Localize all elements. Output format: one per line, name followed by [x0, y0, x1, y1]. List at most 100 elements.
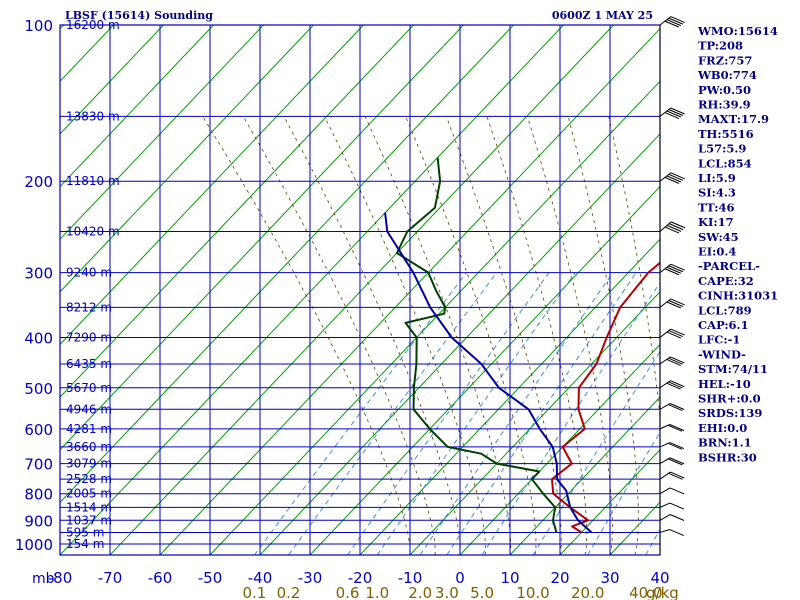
height-label: 154 m	[66, 537, 104, 551]
isotherm-line	[60, 25, 364, 346]
pressure-tick-label: 1000	[15, 536, 53, 554]
wind-barb-flag	[670, 16, 685, 24]
mixing-ratio-line	[347, 272, 550, 555]
wind-barb-flag	[666, 175, 682, 183]
isotherm-line	[409, 291, 660, 555]
dewpoint-line	[395, 157, 558, 533]
wind-barb-flag	[666, 266, 682, 274]
index-value: EHI:0.0	[698, 421, 747, 435]
height-label: 3660 m	[66, 440, 112, 454]
wind-barb-flag	[670, 380, 685, 388]
pressure-tick-label: 300	[24, 265, 53, 283]
height-label: 1514 m	[66, 500, 112, 514]
profile-lines	[384, 157, 660, 534]
height-label: 13830 m	[66, 109, 120, 123]
wind-barb	[659, 529, 670, 533]
wind-barb-flag	[669, 403, 685, 410]
chart-title: LBSF (15614) Sounding	[65, 9, 213, 22]
index-value: LCL:854	[698, 156, 752, 170]
mixing-ratio-line	[446, 272, 637, 555]
temperature-line	[551, 261, 660, 534]
wind-barb-flag	[670, 298, 685, 306]
wind-barb-flag	[666, 110, 682, 118]
isotherm-line	[60, 25, 564, 555]
index-value: TP:208	[698, 39, 743, 53]
height-label: 10420 m	[66, 225, 120, 239]
isotherm-line	[159, 27, 660, 555]
isotherm-line	[60, 25, 264, 240]
temperature-tick-label: -60	[148, 569, 173, 587]
wind-barb	[659, 487, 671, 495]
index-value: HEL:-10	[698, 377, 751, 391]
wind-barb-flag	[664, 20, 680, 28]
mixing-ratio-tick-label: 20.0	[571, 584, 604, 600]
wind-barbs	[659, 16, 686, 555]
index-value: LCL:789	[698, 303, 752, 317]
mixing-ratio-line	[481, 281, 660, 555]
wind-barb-flag	[668, 330, 683, 338]
index-value: KI:17	[698, 215, 734, 229]
wind-barb-flag	[666, 19, 682, 27]
wind-barb-flag	[668, 109, 683, 116]
wind-barb	[659, 514, 671, 521]
index-value: STM:74/11	[698, 362, 768, 376]
index-value: WB0:774	[697, 68, 757, 82]
isotherm-line	[60, 25, 514, 504]
pressure-tick-label: 400	[24, 329, 53, 347]
wind-barb-flag	[668, 223, 684, 231]
wind-barb-flag	[664, 176, 680, 184]
wind-barb-flag	[669, 442, 685, 450]
pressure-tick-label: 500	[24, 380, 53, 398]
wind-barb-flag	[668, 173, 683, 181]
mixing-ratio-line	[419, 272, 614, 555]
wind-barb-flag	[668, 404, 683, 411]
wind-barb-flag	[666, 359, 681, 366]
index-value: CAP:6.1	[698, 318, 749, 332]
temperature-tick-label: 30	[600, 569, 619, 587]
mixing-ratio-line	[288, 272, 498, 555]
index-value: LI:5.9	[698, 171, 736, 185]
temperature-tick-label: -10	[398, 569, 423, 587]
mixing-ratio-tick-label: 10.0	[516, 584, 549, 600]
isotherm-line	[459, 343, 660, 555]
index-value: MAXT:17.9	[698, 112, 769, 126]
wind-barb-flag	[667, 442, 683, 450]
wind-barb-flag	[668, 265, 683, 273]
height-label: 16200 m	[66, 18, 120, 32]
mixing-ratio-tick-label: 0.6	[336, 584, 360, 600]
wind-barb-flag	[669, 529, 684, 536]
wind-barb-flag	[669, 424, 685, 431]
pressure-tick-label: 900	[24, 512, 53, 530]
index-value: -PARCEL-	[698, 259, 760, 273]
wind-barb-flag	[670, 356, 685, 364]
temperature-tick-label: 20	[550, 569, 569, 587]
index-value: SI:4.3	[698, 186, 736, 200]
mixing-ratio-tick-label: 5.0	[470, 584, 494, 600]
index-panel: WMO:15614TP:208FRZ:757WB0:774PW:0.50RH:3…	[697, 24, 778, 464]
index-value: CAPE:32	[698, 274, 754, 288]
temperature-tick-label: -70	[98, 569, 123, 587]
isotherm-line	[309, 185, 660, 555]
isotherm-line	[359, 238, 660, 555]
mixing-ratio-tick-label: 0.2	[277, 584, 301, 600]
height-label: 8212 m	[66, 300, 112, 314]
index-value: SHR+:0.0	[698, 392, 761, 406]
index-value: BRN:1.1	[698, 436, 752, 450]
height-label: 6435 m	[66, 357, 112, 371]
wind-barb-flag	[670, 107, 685, 115]
index-value: -WIND-	[698, 347, 746, 361]
temperature-tick-label: -20	[348, 569, 373, 587]
grid-lines	[59, 24, 661, 556]
mixing-ratio-line	[376, 272, 576, 555]
index-value: WMO:15614	[697, 24, 778, 38]
isotherm-line	[209, 80, 660, 555]
temperature-tick-label: 40	[650, 569, 669, 587]
wind-barb-flag	[670, 172, 685, 180]
wind-barb-flag	[668, 300, 683, 307]
index-value: CINH:31031	[698, 289, 778, 303]
mixing-ratio-tick-label: 0.1	[243, 584, 267, 600]
temperature-tick-label: 0	[455, 569, 465, 587]
wind-barb-flag	[667, 424, 683, 432]
